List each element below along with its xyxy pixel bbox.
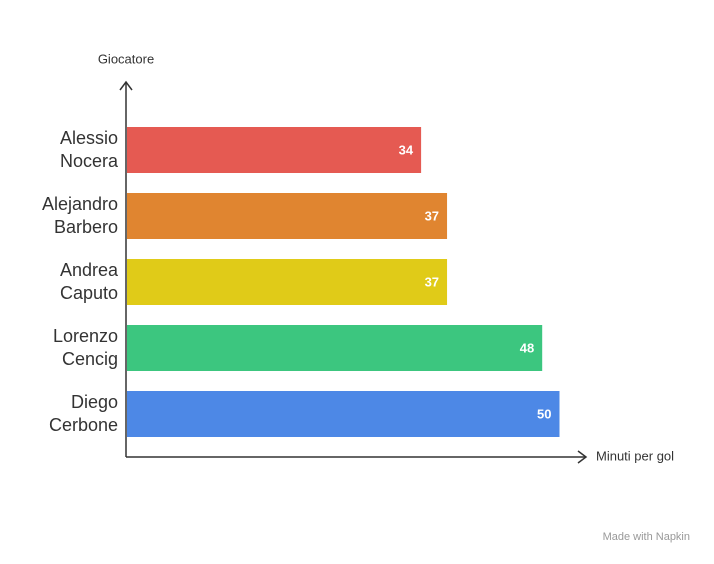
- x-axis-label: Minuti per gol: [596, 448, 674, 463]
- bar: [127, 259, 448, 305]
- bar: [127, 391, 560, 437]
- bar: [127, 127, 422, 173]
- value-label: 37: [425, 208, 439, 223]
- category-label: Alessio Nocera: [59, 128, 118, 171]
- category-label: Alejandro Barbero: [41, 194, 118, 237]
- category-label: Lorenzo Cencig: [52, 326, 118, 369]
- value-label: 48: [520, 340, 534, 355]
- category-label: Diego Cerbone: [48, 392, 118, 435]
- value-label: 50: [537, 406, 551, 421]
- value-label: 34: [399, 142, 414, 157]
- y-axis-label: Giocatore: [98, 51, 154, 66]
- watermark: Made with Napkin: [603, 531, 690, 543]
- x-axis-arrow: [577, 450, 588, 464]
- value-label: 37: [425, 274, 439, 289]
- bar: [127, 193, 448, 239]
- bar: [127, 325, 543, 371]
- y-axis-arrow: [119, 80, 133, 91]
- category-label: Andrea Caputo: [59, 260, 118, 303]
